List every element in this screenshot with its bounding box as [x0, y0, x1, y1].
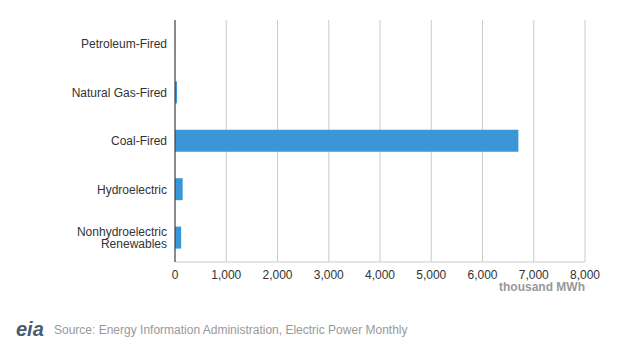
- svg-text:NonhydroelectricRenewables: NonhydroelectricRenewables: [77, 225, 167, 251]
- svg-text:4,000: 4,000: [365, 268, 395, 282]
- svg-text:5,000: 5,000: [416, 268, 446, 282]
- svg-text:7,000: 7,000: [519, 268, 549, 282]
- svg-text:8,000: 8,000: [570, 268, 600, 282]
- svg-text:6,000: 6,000: [467, 268, 497, 282]
- svg-text:1,000: 1,000: [211, 268, 241, 282]
- svg-text:Hydroelectric: Hydroelectric: [97, 183, 167, 197]
- svg-text:Natural Gas-Fired: Natural Gas-Fired: [72, 86, 167, 100]
- html-text:eia: eia: [16, 318, 44, 340]
- svg-text:2,000: 2,000: [262, 268, 292, 282]
- svg-text:0: 0: [172, 268, 179, 282]
- svg-text:Coal-Fired: Coal-Fired: [111, 134, 167, 148]
- html-text:Source: Energy Information Adm: Source: Energy Information Administratio…: [54, 323, 408, 337]
- html-text:thousand MWh: thousand MWh: [499, 280, 585, 294]
- svg-text:3,000: 3,000: [314, 268, 344, 282]
- svg-text:Petroleum-Fired: Petroleum-Fired: [81, 37, 167, 51]
